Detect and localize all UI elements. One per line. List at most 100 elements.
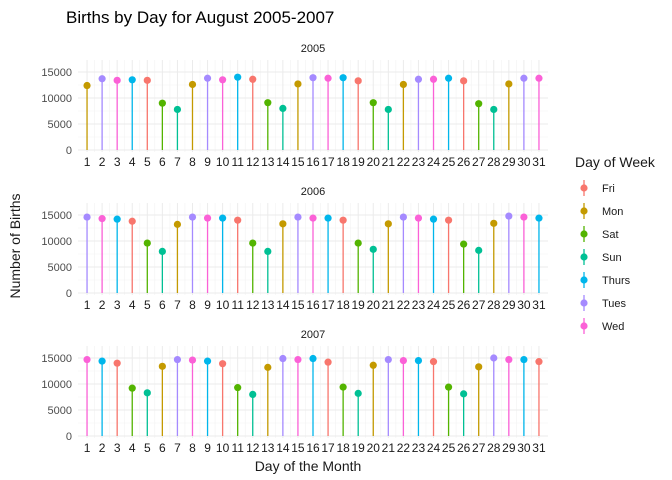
x-tick-label: 25 [442, 298, 456, 312]
legend-label: Wed [602, 321, 624, 333]
legend-key-point [580, 253, 588, 261]
legend-key-point [580, 207, 588, 215]
lollipop-point [294, 355, 302, 364]
lollipop-point [414, 75, 423, 83]
facet-label: 2005 [301, 43, 325, 55]
lollipop-point [414, 357, 423, 365]
x-tick-label: 24 [427, 298, 441, 312]
facet-label: 2006 [301, 186, 325, 198]
lollipop-point [369, 99, 377, 107]
lollipop-point [158, 362, 166, 370]
lollipop-point [520, 355, 528, 364]
x-tick-label: 6 [159, 155, 166, 169]
lollipop-point [505, 212, 513, 220]
x-tick-label: 2 [99, 441, 106, 455]
x-tick-label: 24 [427, 155, 441, 169]
lollipop-point [249, 390, 257, 398]
x-tick-label: 11 [231, 298, 244, 312]
lollipop-point [444, 216, 453, 224]
lollipop-point [490, 105, 498, 114]
legend-item-thurs: Thurs [580, 272, 631, 288]
lollipop-point [535, 214, 543, 222]
x-tick-label: 9 [204, 441, 211, 455]
lollipop-point [158, 247, 166, 255]
legend-label: Sat [602, 229, 619, 241]
lollipop-point [505, 80, 513, 88]
lollipop-point [369, 245, 377, 253]
lollipop-point [444, 74, 453, 82]
x-tick-label: 5 [144, 441, 151, 455]
lollipop-point [444, 383, 453, 391]
x-tick-label: 16 [306, 298, 320, 312]
x-tick-label: 22 [397, 298, 411, 312]
facet-label: 2007 [301, 329, 325, 341]
x-tick-label: 14 [276, 441, 290, 455]
lollipop-point [460, 240, 468, 248]
lollipop-point [399, 213, 407, 221]
x-tick-label: 9 [204, 155, 211, 169]
lollipop-point [354, 389, 362, 397]
x-tick-label: 23 [412, 155, 426, 169]
x-tick-label: 4 [129, 298, 136, 312]
x-tick-label: 8 [189, 441, 196, 455]
legend-label: Tues [602, 298, 627, 310]
lollipop-point [203, 357, 212, 365]
lollipop-point [264, 363, 272, 371]
x-tick-label: 11 [231, 155, 244, 169]
lollipop-point [339, 74, 347, 82]
x-tick-label: 18 [336, 298, 350, 312]
lollipop-point [354, 239, 362, 247]
x-tick-label: 16 [306, 155, 320, 169]
lollipop-point [354, 77, 362, 85]
x-tick-label: 3 [114, 155, 121, 169]
y-axis-label: Number of Births [7, 193, 23, 298]
lollipop-point [158, 99, 166, 107]
x-tick-label: 26 [457, 298, 471, 312]
lollipop-point [234, 384, 242, 392]
x-tick-label: 19 [352, 441, 366, 455]
x-tick-label: 14 [276, 155, 290, 169]
x-tick-label: 2 [99, 298, 106, 312]
lollipop-point [505, 355, 513, 364]
lollipop-point [264, 247, 272, 255]
x-tick-label: 12 [246, 298, 260, 312]
x-tick-label: 21 [382, 155, 396, 169]
x-tick-label: 30 [517, 155, 531, 169]
x-tick-label: 31 [532, 298, 546, 312]
x-tick-label: 6 [159, 298, 166, 312]
y-tick-label: 5000 [48, 262, 72, 274]
y-tick-label: 5000 [48, 405, 72, 417]
lollipop-point [309, 354, 317, 363]
legend-key-point [580, 184, 588, 192]
y-tick-label: 10000 [41, 93, 72, 105]
x-tick-label: 28 [487, 298, 501, 312]
x-tick-label: 1 [84, 441, 91, 455]
lollipop-point [219, 214, 227, 222]
lollipop-point [173, 355, 182, 364]
x-tick-label: 9 [204, 298, 211, 312]
legend-item-sat: Sat [580, 226, 619, 242]
lollipop-point [414, 214, 423, 222]
lollipop-point [234, 216, 242, 224]
x-tick-label: 27 [472, 298, 486, 312]
x-tick-label: 1 [84, 298, 91, 312]
x-tick-label: 2 [99, 155, 106, 169]
data-marks [83, 212, 543, 293]
x-tick-label: 31 [532, 441, 546, 455]
lollipop-point [384, 220, 392, 228]
x-tick-label: 10 [216, 298, 230, 312]
lollipop-point [429, 215, 438, 223]
lollipop-point [475, 100, 483, 108]
lollipop-point [339, 216, 347, 224]
x-tick-label: 28 [487, 155, 501, 169]
lollipop-point [188, 356, 197, 364]
data-marks [83, 354, 543, 436]
x-tick-label: 23 [412, 298, 426, 312]
legend-item-tues: Tues [580, 295, 627, 311]
y-tick-label: 15000 [41, 353, 72, 365]
x-tick-label: 17 [321, 441, 335, 455]
lollipop-point [324, 74, 332, 82]
lollipop-point [460, 390, 468, 398]
